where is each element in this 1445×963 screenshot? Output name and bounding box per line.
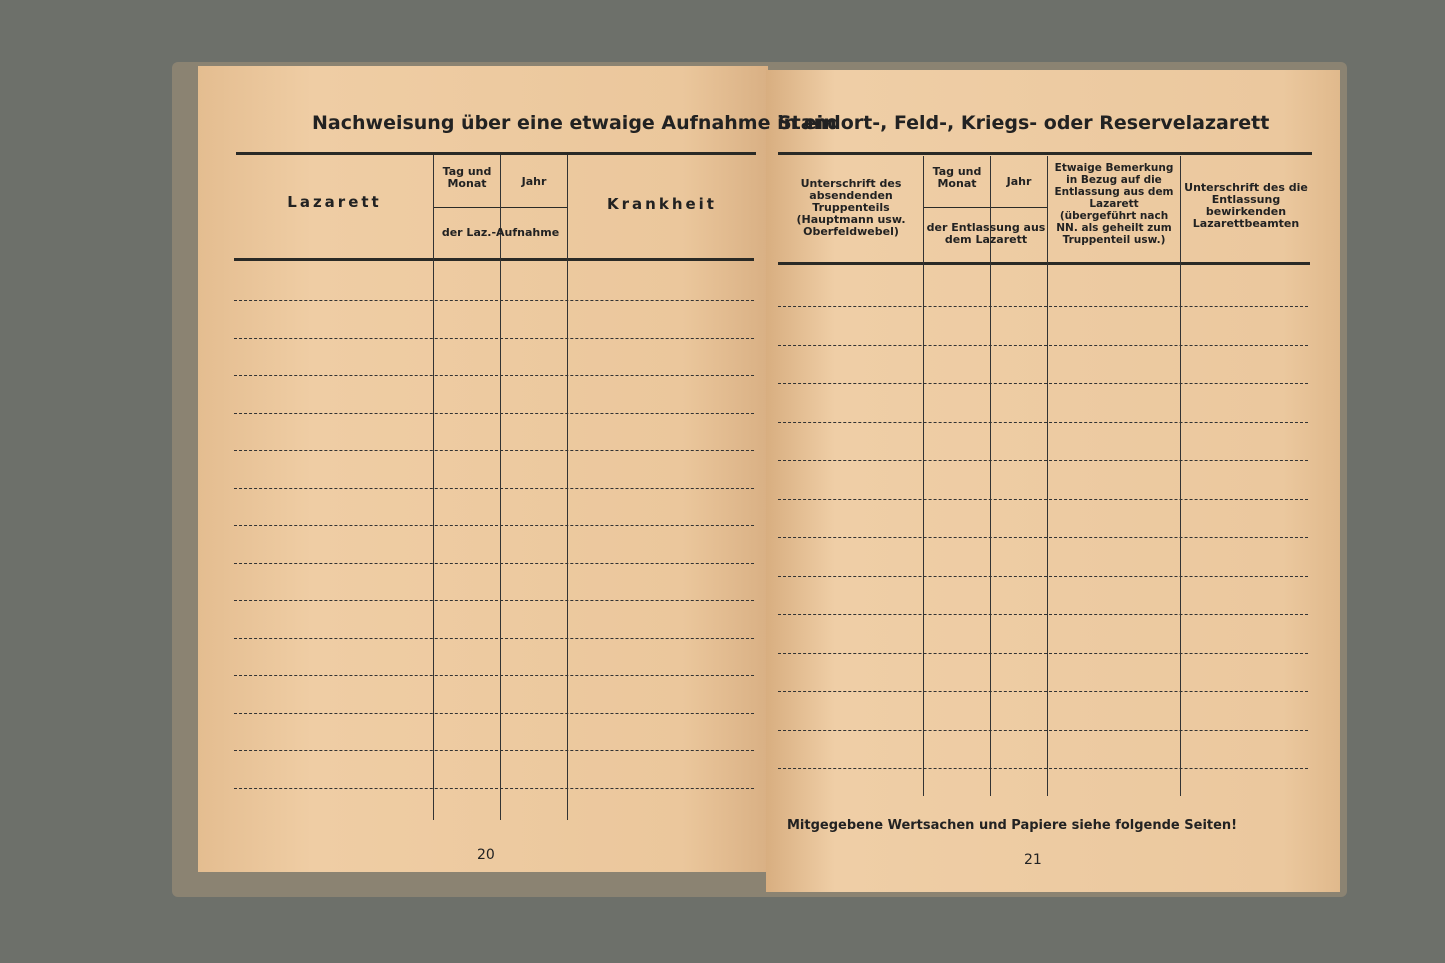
- dotted-row-line: [778, 460, 1308, 461]
- column-line: [1047, 156, 1048, 796]
- dotted-row-line: [778, 537, 1308, 538]
- col-unterschrift-beamte: Unterschrift des die Entlassung bewirken…: [1184, 181, 1308, 230]
- dotted-row-line: [778, 575, 1308, 577]
- col-krankheit: Krankheit: [607, 195, 717, 213]
- col-jahr: Jahr: [1006, 175, 1032, 188]
- col-group-aufnahme: der Laz.-Aufnahme: [441, 226, 560, 239]
- dotted-row-line: [778, 498, 1308, 500]
- rule: [236, 152, 756, 155]
- dotted-row-line: [234, 525, 754, 526]
- dotted-row-line: [234, 675, 754, 676]
- col-tag-monat: Tag und Monat: [442, 165, 492, 190]
- dotted-row-line: [234, 562, 754, 564]
- dotted-row-line: [778, 614, 1308, 615]
- dotted-row-line: [234, 637, 754, 639]
- dotted-row-line: [778, 306, 1308, 307]
- dotted-row-line: [234, 375, 754, 376]
- rule: [778, 262, 1310, 265]
- dotted-row-line: [234, 450, 754, 451]
- dotted-row-line: [234, 750, 754, 751]
- col-tag-monat: Tag und Monat: [932, 165, 982, 190]
- dotted-row-line: [234, 412, 754, 414]
- col-group-entlassung: der Entlassung aus dem Lazarett: [926, 221, 1046, 246]
- column-line: [990, 156, 991, 796]
- dotted-row-line: [234, 300, 754, 301]
- column-line: [923, 156, 924, 796]
- dotted-row-line: [778, 691, 1308, 692]
- rule: [234, 258, 754, 261]
- dotted-row-line: [234, 337, 754, 339]
- dotted-row-line: [778, 344, 1308, 346]
- footer-note: Mitgegebene Wertsachen und Papiere siehe…: [787, 818, 1238, 833]
- dotted-row-line: [234, 787, 754, 789]
- col-lazarett: Lazarett: [287, 193, 382, 211]
- dotted-row-line: [234, 712, 754, 714]
- dotted-row-line: [234, 487, 754, 489]
- left-page-title: Nachweisung über eine etwaige Aufnahme i…: [312, 112, 837, 134]
- dotted-row-line: [778, 729, 1308, 731]
- rule: [778, 152, 1312, 155]
- col-jahr: Jahr: [521, 175, 547, 188]
- page-number: 20: [477, 847, 495, 863]
- left-page: [198, 66, 768, 872]
- right-page-title: Standort-, Feld-, Kriegs- oder Reservela…: [778, 112, 1270, 134]
- dotted-row-line: [778, 421, 1308, 423]
- dotted-row-line: [778, 652, 1308, 654]
- column-line: [1180, 156, 1181, 796]
- page-number: 21: [1024, 852, 1042, 868]
- rule: [924, 207, 1048, 208]
- dotted-row-line: [778, 383, 1308, 384]
- dotted-row-line: [234, 600, 754, 601]
- col-unterschrift-truppe: Unterschrift des absendenden Truppenteil…: [796, 177, 906, 238]
- dotted-row-line: [778, 768, 1308, 769]
- right-page: [766, 70, 1340, 892]
- col-bemerkung: Etwaige Bemerkung in Bezug auf die Entla…: [1054, 162, 1174, 246]
